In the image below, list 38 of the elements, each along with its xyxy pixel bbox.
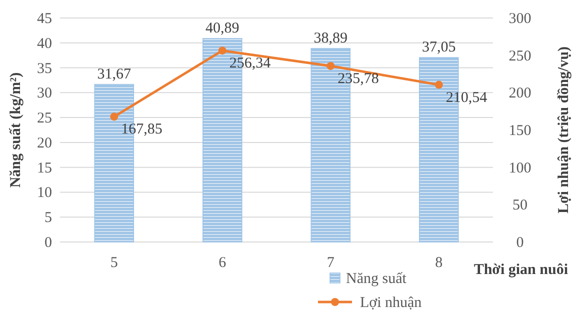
y-tick-label: 15 — [37, 160, 52, 176]
y2-tick-label: 200 — [508, 86, 532, 102]
data-label: 38,89 — [314, 30, 348, 46]
y2-tick-label: 100 — [508, 160, 532, 176]
y2-tick-label: 300 — [508, 11, 532, 27]
point — [110, 112, 118, 121]
y-tick-label: 10 — [37, 185, 52, 202]
y2-tick-label: 150 — [508, 123, 532, 139]
data-label: 37,05 — [422, 40, 456, 56]
y-tick-label: 0 — [44, 235, 52, 251]
y-tick-label: 35 — [37, 60, 52, 77]
data-label: 31,67 — [97, 66, 132, 82]
x-axis-title: Thời gian nuôi — [474, 262, 568, 278]
legend-label: Năng suất — [346, 271, 408, 287]
x-tick-label: 7 — [326, 255, 335, 271]
data-label: 167,85 — [121, 122, 162, 138]
y2-tick-label: 0 — [516, 235, 524, 251]
data-label: 210,54 — [446, 90, 488, 106]
y-tick-label: 45 — [37, 11, 52, 27]
data-label: 256,34 — [229, 56, 272, 72]
data-label: 235,78 — [338, 70, 379, 87]
data-label: 40,89 — [206, 20, 240, 36]
legend-label: Lợi nhuận — [360, 295, 422, 311]
y-tick-label: 5 — [44, 210, 52, 226]
point — [218, 46, 226, 55]
y-tick-label: 25 — [37, 110, 52, 127]
point — [434, 80, 443, 89]
y2-axis-title: Lợi nhuận (triệu đồng/vụ) — [556, 46, 572, 214]
y2-tick-label: 50 — [512, 198, 528, 214]
y-tick-label: 30 — [37, 86, 52, 102]
y-tick-label: 20 — [37, 135, 52, 152]
y-axis-title: Năng suất (kg/m²) — [8, 72, 24, 188]
x-tick-label: 6 — [218, 255, 227, 271]
y2-tick-label: 250 — [508, 48, 532, 64]
x-tick-label: 8 — [435, 255, 443, 271]
x-tick-label: 5 — [110, 255, 118, 271]
point — [326, 62, 335, 70]
y-tick-label: 40 — [37, 36, 52, 52]
